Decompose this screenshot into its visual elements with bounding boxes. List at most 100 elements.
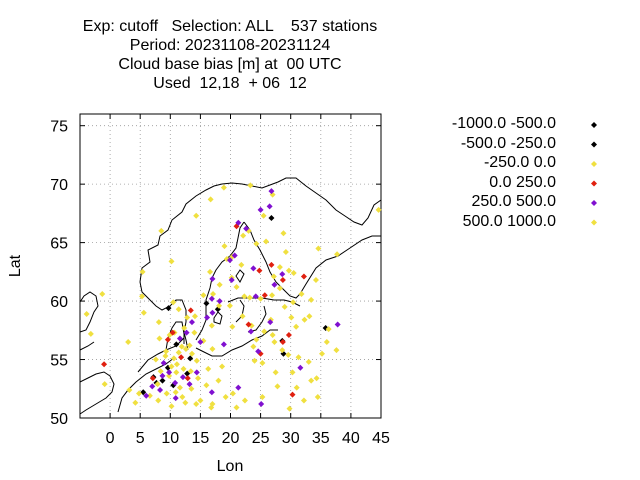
data-point — [298, 291, 305, 298]
data-point — [259, 393, 266, 400]
data-point — [333, 347, 340, 354]
legend-marker — [591, 180, 597, 187]
data-point — [158, 227, 165, 234]
data-point — [233, 284, 240, 291]
legend-entry-label: -250.0 0.0 — [483, 154, 556, 171]
legend-entry-label: 500.0 1000.0 — [462, 212, 556, 230]
data-point — [159, 377, 166, 384]
legend-entry-label: 0.0 250.0 — [489, 173, 556, 191]
data-point — [270, 273, 277, 280]
data-point — [208, 322, 215, 329]
data-point — [259, 360, 266, 367]
data-point — [197, 339, 204, 345]
data-point — [246, 294, 253, 301]
data-point — [166, 369, 173, 376]
data-point — [179, 393, 186, 400]
data-point — [139, 268, 146, 275]
data-point — [209, 275, 216, 282]
data-points — [83, 182, 382, 412]
data-point — [216, 281, 223, 288]
data-point — [323, 339, 330, 345]
data-point — [276, 264, 283, 271]
data-point — [172, 389, 179, 396]
data-point — [266, 203, 273, 210]
data-point — [267, 319, 274, 326]
data-point — [300, 397, 307, 404]
data-point — [271, 281, 278, 288]
x-tick-label: 15 — [192, 430, 210, 447]
data-point — [181, 324, 188, 331]
legend-entry-label: -500.0 -250.0 — [460, 134, 556, 152]
data-point — [220, 341, 227, 348]
data-point — [297, 364, 304, 371]
data-point — [193, 212, 200, 219]
data-point — [193, 357, 200, 364]
data-point — [276, 285, 283, 292]
data-point — [140, 389, 147, 396]
data-point — [184, 375, 191, 382]
data-point — [253, 240, 260, 247]
data-point — [257, 206, 264, 213]
data-point — [285, 351, 292, 358]
data-point — [334, 321, 341, 328]
data-point — [168, 403, 175, 410]
data-point — [193, 400, 200, 407]
data-point — [173, 369, 180, 376]
y-tick-label: 60 — [50, 294, 68, 311]
data-point — [139, 293, 146, 300]
data-point — [180, 365, 187, 372]
data-point — [186, 342, 193, 349]
data-point — [231, 252, 238, 259]
data-point — [165, 305, 172, 312]
legend-marker — [591, 161, 597, 167]
data-point — [184, 314, 191, 321]
data-point — [228, 277, 235, 284]
title-line-3: Cloud base bias [m] at 00 UTC — [118, 56, 342, 73]
data-point — [157, 386, 164, 393]
data-point — [182, 399, 189, 406]
data-point — [203, 382, 210, 389]
data-point — [159, 372, 166, 379]
data-point — [229, 390, 236, 397]
x-tick-label: 20 — [222, 430, 240, 447]
data-point — [215, 377, 222, 384]
axis-ticks: 0 5 10 15 20 25 30 35 40 45 50 55 60 65 70 75 — [50, 114, 390, 447]
data-point — [187, 368, 194, 375]
data-point — [221, 243, 228, 250]
data-point — [204, 314, 211, 321]
data-point — [170, 299, 177, 306]
data-point — [279, 347, 286, 354]
data-point — [250, 265, 257, 272]
data-point — [305, 358, 312, 365]
data-point — [146, 392, 153, 399]
coastline-map — [79, 177, 382, 415]
title-line-1: Exp: cutoff Selection: ALL 537 stations — [82, 18, 378, 35]
data-point — [226, 302, 233, 309]
data-point — [157, 368, 164, 375]
data-point — [166, 372, 173, 379]
data-point — [269, 292, 276, 299]
data-point — [216, 298, 223, 305]
data-point — [183, 329, 190, 336]
data-point — [239, 313, 246, 320]
data-point — [152, 356, 159, 363]
data-point — [308, 377, 315, 384]
data-point — [176, 335, 183, 342]
data-point — [191, 313, 198, 320]
data-point — [313, 375, 320, 382]
data-point — [238, 261, 245, 268]
data-point — [197, 397, 204, 404]
data-point — [149, 375, 156, 382]
data-point — [210, 291, 217, 298]
data-point — [293, 323, 300, 330]
y-tick-label: 50 — [50, 411, 68, 428]
data-point — [289, 391, 296, 398]
data-point — [312, 277, 319, 284]
data-point — [149, 383, 156, 390]
x-tick-label: 25 — [252, 430, 270, 447]
data-point — [260, 212, 267, 219]
data-point — [208, 389, 215, 396]
data-point — [178, 354, 185, 361]
data-point — [285, 331, 292, 338]
data-point — [203, 300, 210, 307]
